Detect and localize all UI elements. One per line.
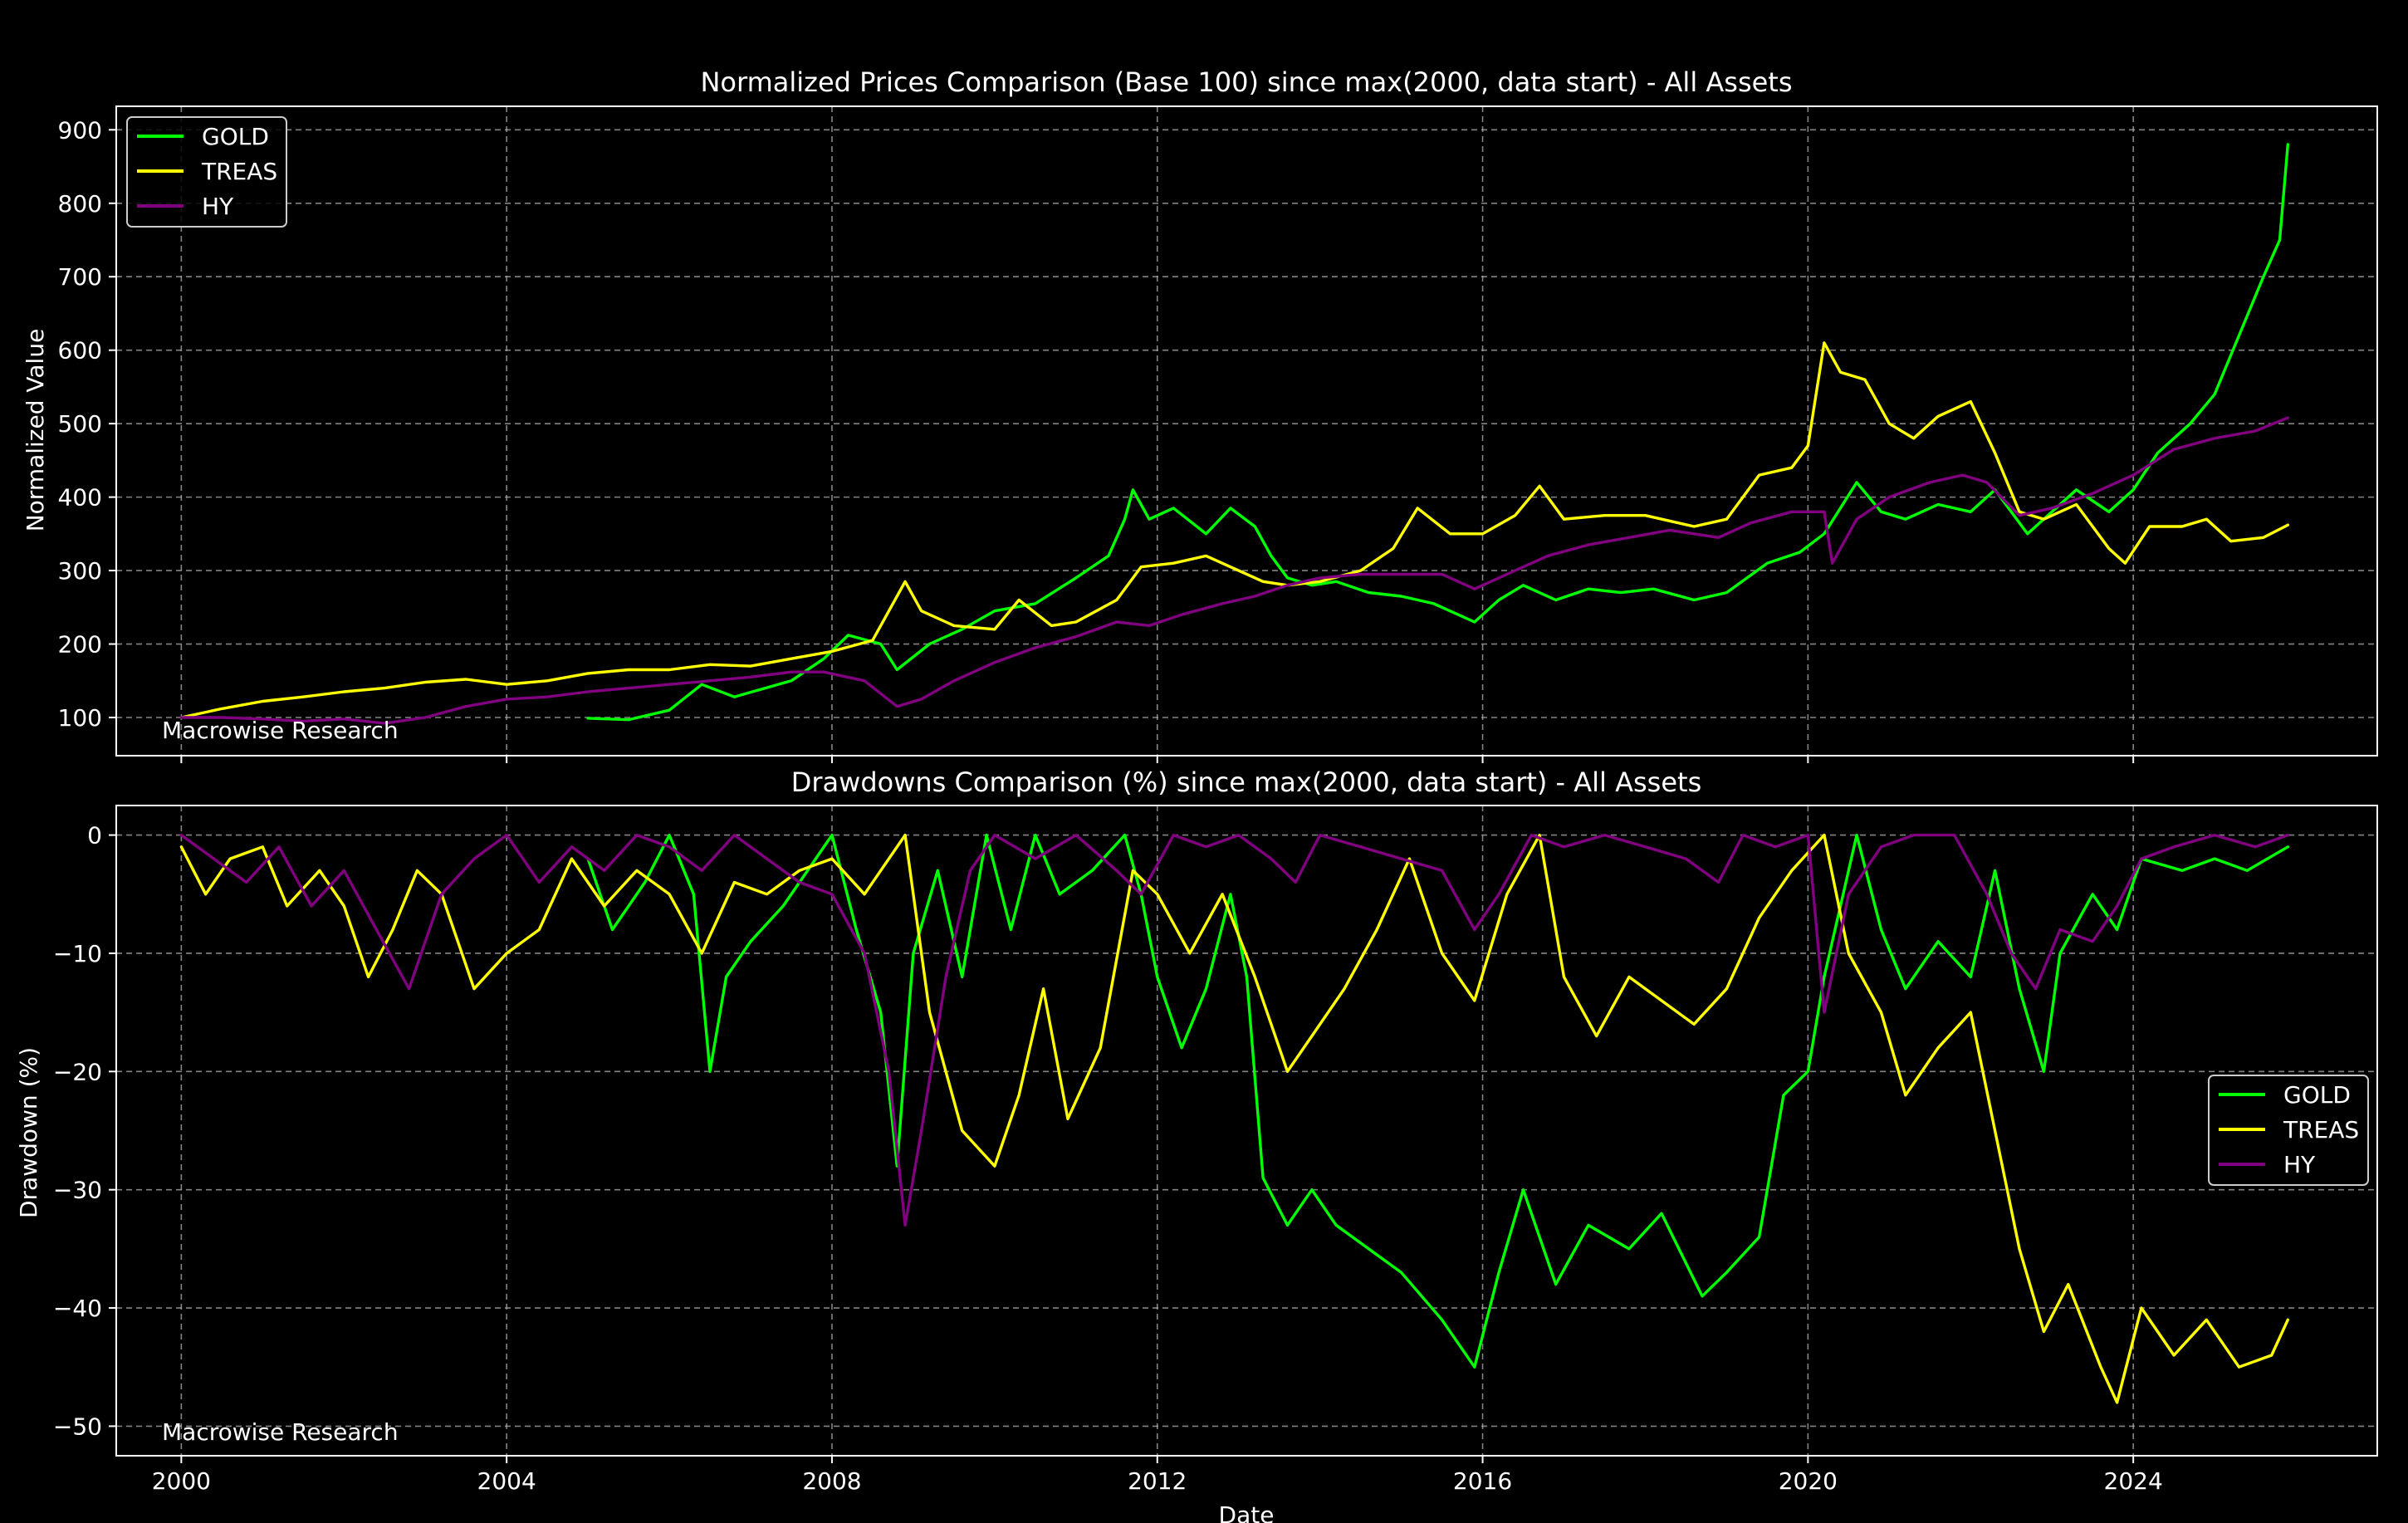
drawdowns-title: Drawdowns Comparison (%) since max(2000,… [791,766,1702,798]
drawdowns-y-tick-label: −20 [53,1058,102,1085]
prices-series-line-hy [179,416,2290,725]
prices-legend: GOLD TREAS HY [126,116,287,228]
prices-panel: Normalized Prices Comparison (Base 100) … [22,66,2378,763]
drawdowns-legend-box [2208,1075,2369,1186]
prices-y-tick-label: 500 [58,410,102,438]
drawdowns-legend-label-gold: GOLD [2283,1081,2351,1109]
drawdowns-ylabel: Drawdown (%) [15,1047,42,1218]
prices-y-tick-label: 100 [58,704,102,732]
drawdowns-xlabel: Date [1219,1501,1275,1523]
drawdowns-x-tick-label: 2012 [1128,1467,1187,1495]
prices-legend-label-hy: HY [202,193,234,220]
drawdowns-x-tick-label: 2016 [1453,1467,1512,1495]
prices-y-ticks: 100 200 300 400 500 600 700 800 900 [58,116,116,732]
prices-legend-label-treas: TREAS [201,158,277,185]
drawdowns-series-group [179,833,2290,1404]
prices-x-ticks [180,756,2135,763]
drawdowns-y-tick-label: 0 [87,822,102,850]
drawdowns-y-tick-label: −50 [53,1413,102,1440]
prices-title: Normalized Prices Comparison (Base 100) … [700,66,1792,98]
prices-legend-label-gold: GOLD [202,123,269,150]
drawdowns-series-line-gold [586,833,2290,1369]
prices-y-tick-label: 200 [58,631,102,659]
prices-y-tick-label: 600 [58,337,102,365]
prices-watermark: Macrowise Research [162,717,399,744]
drawdowns-watermark: Macrowise Research [162,1418,399,1446]
prices-axes-frame [115,105,2378,757]
prices-y-tick-label: 900 [58,116,102,144]
prices-y-tick-label: 700 [58,263,102,291]
drawdowns-x-ticks: 2000 2004 2008 2012 2016 2020 2024 [152,1456,2163,1495]
drawdowns-x-tick-label: 2000 [152,1467,211,1495]
drawdowns-x-tick-label: 2004 [477,1467,536,1495]
prices-y-tick-label: 800 [58,190,102,218]
drawdowns-legend: GOLD TREAS HY [2208,1075,2369,1186]
drawdowns-y-tick-label: −10 [53,940,102,967]
prices-y-tick-label: 400 [58,484,102,512]
drawdowns-axes-frame [115,805,2378,1457]
drawdowns-y-tick-label: −30 [53,1177,102,1204]
drawdowns-legend-label-treas: TREAS [2283,1116,2359,1143]
drawdowns-x-tick-label: 2020 [1779,1467,1838,1495]
drawdowns-legend-label-hy: HY [2283,1151,2316,1178]
prices-legend-box [126,116,287,228]
prices-ylabel: Normalized Value [22,329,49,532]
drawdowns-y-tick-label: −40 [53,1295,102,1322]
drawdowns-x-tick-label: 2008 [802,1467,861,1495]
prices-series-group [179,143,2290,725]
drawdowns-y-ticks: 0 −10 −20 −30 −40 −50 [53,822,116,1440]
drawdowns-series-line-treas [179,833,2290,1404]
drawdowns-series-line-hy [179,833,2290,1227]
prices-y-tick-label: 300 [58,557,102,585]
drawdowns-x-tick-label: 2024 [2104,1467,2163,1495]
drawdowns-panel: Drawdowns Comparison (%) since max(2000,… [15,766,2378,1523]
prices-series-line-treas [179,341,2290,719]
